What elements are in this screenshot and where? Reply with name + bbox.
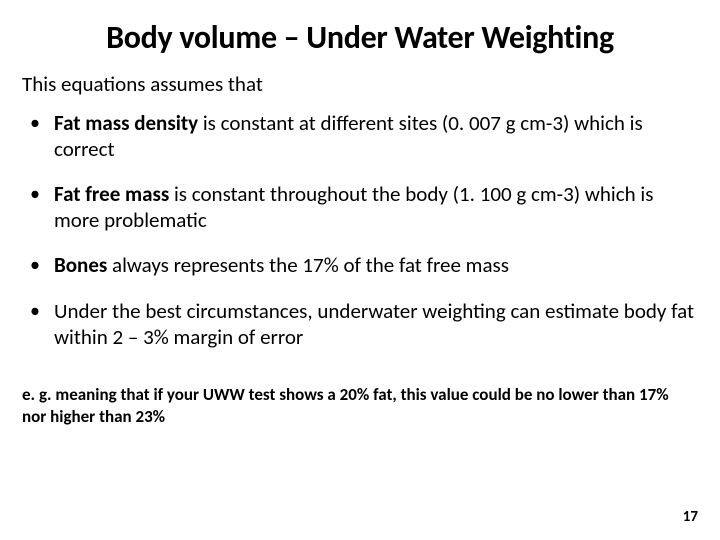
bullet-item: Fat free mass is constant throughout the…: [26, 182, 700, 233]
bullet-item: Bones always represents the 17% of the f…: [26, 253, 700, 279]
bullet-bold: Fat free mass: [54, 181, 169, 207]
bullet-rest: Under the best circumstances, underwater…: [54, 298, 694, 350]
slide-title: Body volume – Under Water Weighting: [20, 18, 700, 57]
bullet-list: Fat mass density is constant at differen…: [20, 111, 700, 350]
bullet-bold: Fat mass density: [54, 110, 198, 136]
slide: Body volume – Under Water Weighting This…: [0, 0, 720, 540]
page-number: 17: [683, 508, 698, 526]
bullet-rest: always represents the 17% of the fat fre…: [107, 252, 509, 278]
bullet-item: Fat mass density is constant at differen…: [26, 111, 700, 162]
bullet-bold: Bones: [54, 252, 107, 278]
footnote-text: e. g. meaning that if your UWW test show…: [22, 384, 700, 427]
bullet-item: Under the best circumstances, underwater…: [26, 299, 700, 350]
intro-text: This equations assumes that: [22, 71, 700, 97]
